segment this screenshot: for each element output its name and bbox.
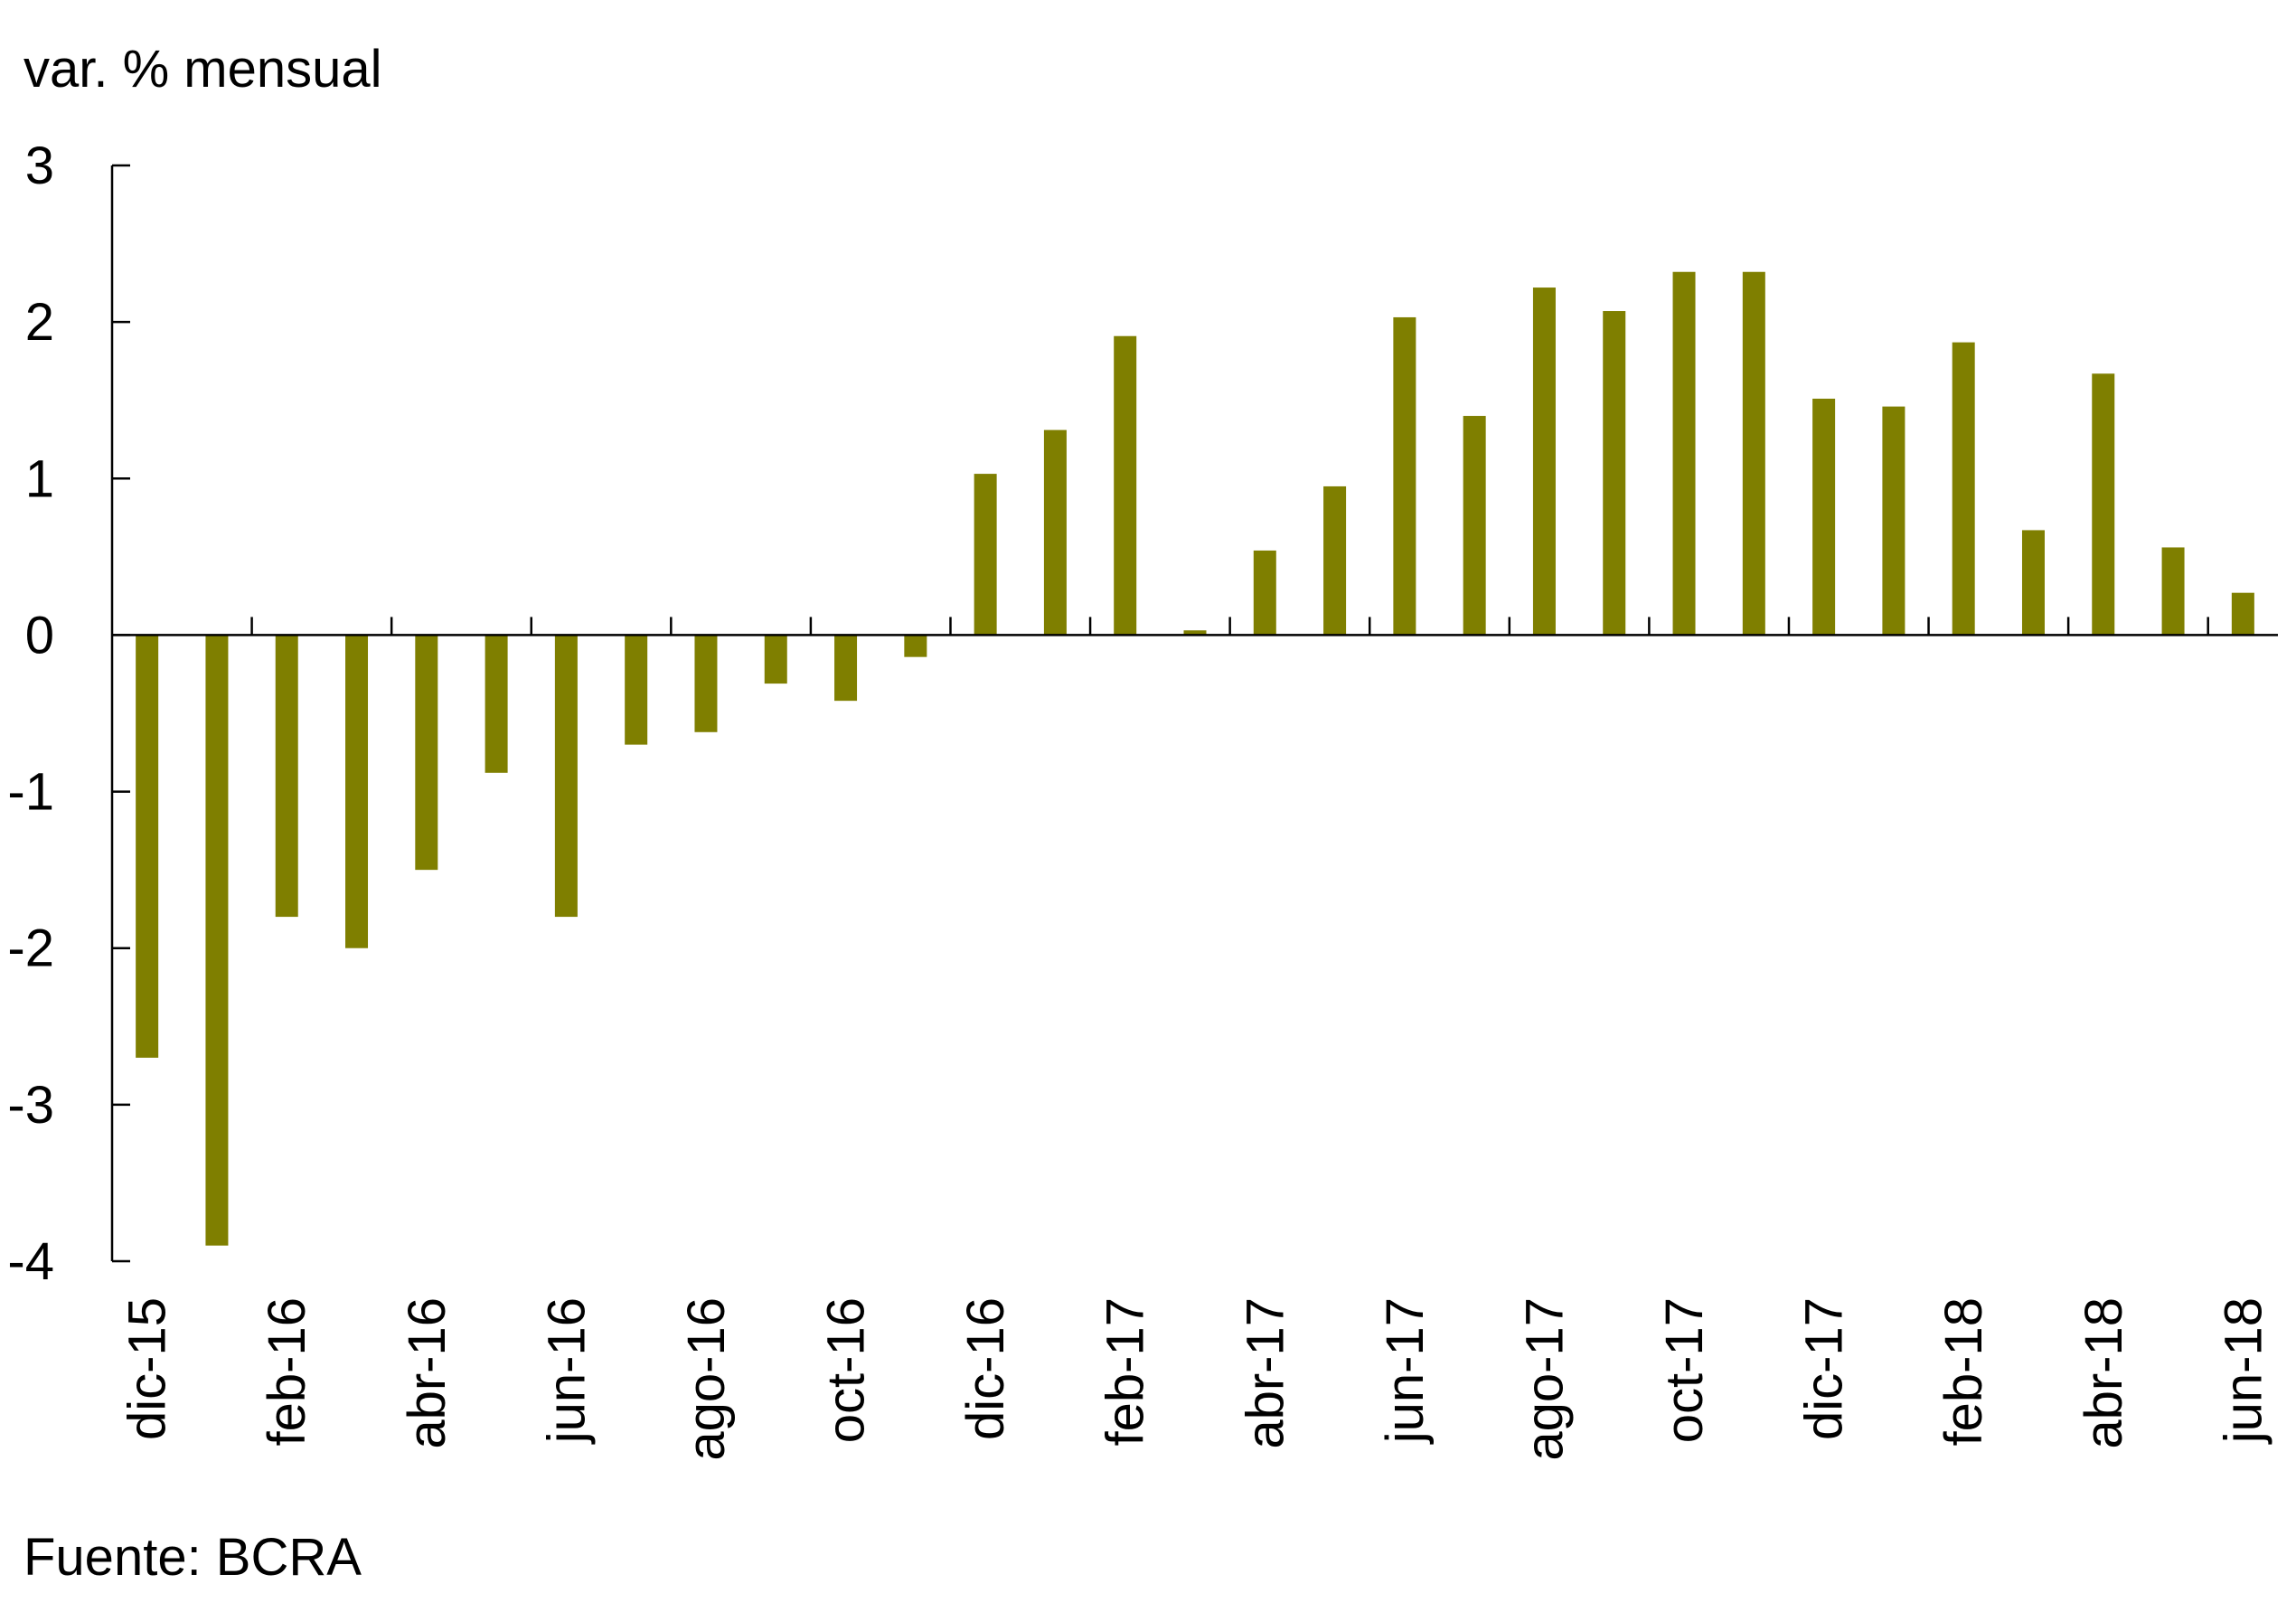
bar-sep-16 <box>764 635 787 684</box>
x-tick-label: feb-18 <box>1934 1297 1993 1446</box>
x-tick-label: oct-17 <box>1655 1297 1714 1443</box>
bar-ene-17 <box>1043 429 1067 636</box>
x-tick-label: dic-17 <box>1795 1297 1854 1440</box>
bar-jul-17 <box>1463 416 1486 636</box>
x-tick-label: dic-15 <box>118 1297 177 1440</box>
x-tick-label: abr-18 <box>2075 1297 2133 1449</box>
bar-jul-16 <box>625 635 648 745</box>
bar-dic-16 <box>974 474 997 636</box>
y-tick-label: -2 <box>7 919 54 978</box>
bar-dic-17 <box>1812 398 1836 636</box>
bar-dic-15 <box>136 635 159 1058</box>
bar-oct-16 <box>834 635 858 702</box>
y-tick-label: 3 <box>25 137 54 195</box>
x-tick-label: jun-16 <box>537 1297 596 1445</box>
bar-feb-17 <box>1114 335 1137 636</box>
x-tick-label: ago-16 <box>677 1297 736 1461</box>
x-tick-label: feb-16 <box>258 1297 316 1446</box>
bar-feb-18 <box>1952 342 1975 636</box>
axes <box>110 165 2278 1261</box>
bar-feb-16 <box>275 635 298 918</box>
bar-jun-16 <box>554 635 578 918</box>
y-tick-label: 0 <box>25 606 54 665</box>
bar-ago-17 <box>1532 288 1556 636</box>
bar-ene-18 <box>1882 406 1905 636</box>
y-tick-label: -4 <box>7 1232 54 1291</box>
bar-abr-18 <box>2092 373 2115 636</box>
bar-mar-16 <box>345 635 369 948</box>
bar-abr-17 <box>1253 550 1276 636</box>
bar-may-16 <box>485 635 508 773</box>
bar-mar-18 <box>2021 530 2045 636</box>
source-note: Fuente: BCRA <box>24 1528 362 1587</box>
bar-sep-17 <box>1603 311 1626 636</box>
bar-may-17 <box>1323 485 1347 636</box>
x-tick-label: dic-16 <box>956 1297 1015 1440</box>
x-tick-label: oct-16 <box>817 1297 876 1443</box>
y-tick-label: 2 <box>25 293 54 352</box>
y-axis-ticks: 3 2 1 0 -1 -2 -3 -4 <box>7 137 130 1291</box>
bar-series <box>136 271 2254 1246</box>
x-tick-label: feb-17 <box>1096 1297 1155 1446</box>
y-tick-label: -1 <box>7 763 54 822</box>
x-tick-label: abr-16 <box>398 1297 456 1449</box>
bar-nov-17 <box>1742 271 1765 636</box>
bar-oct-17 <box>1672 271 1696 636</box>
y-tick-label: 1 <box>25 449 54 508</box>
x-axis-labels: dic-15 feb-16 abr-16 jun-16 ago-16 oct-16 dic-… <box>118 1297 2273 1461</box>
bar-may-18 <box>2161 547 2185 636</box>
x-tick-label: jun-17 <box>1376 1297 1435 1445</box>
bar-ene-16 <box>205 635 229 1246</box>
bar-jun-17 <box>1393 316 1416 636</box>
y-tick-label: -3 <box>7 1076 54 1135</box>
x-tick-label: abr-17 <box>1236 1297 1294 1449</box>
bar-jun-18 <box>2231 592 2254 636</box>
x-tick-label: ago-17 <box>1515 1297 1574 1461</box>
bar-abr-16 <box>415 635 438 871</box>
bar-ago-16 <box>694 635 718 732</box>
x-tick-label: jun-18 <box>2214 1297 2272 1445</box>
bar-nov-16 <box>904 635 927 657</box>
bar-mar-17 <box>1183 630 1207 636</box>
y-axis-unit-label: var. % mensual <box>24 40 382 99</box>
